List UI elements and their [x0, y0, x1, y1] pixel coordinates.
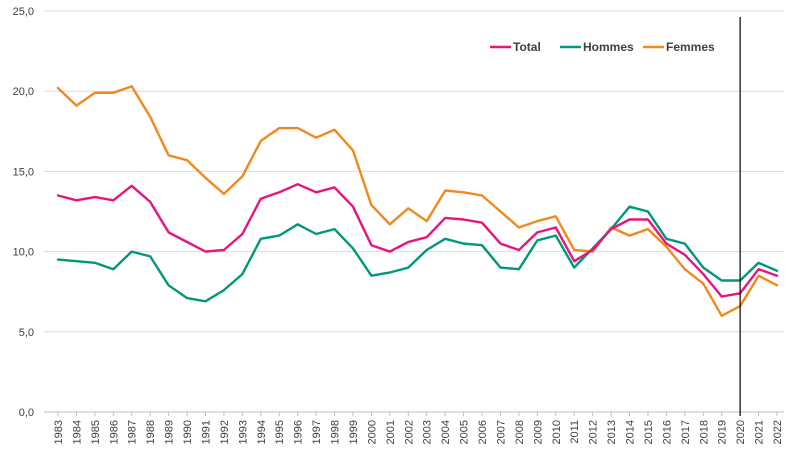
- x-tick-label: 2014: [625, 420, 637, 444]
- y-tick-label: 20,0: [13, 86, 34, 98]
- x-tick-label: 1991: [200, 420, 212, 444]
- x-tick-label: 2020: [735, 420, 747, 444]
- x-tick-label: 1984: [71, 420, 83, 444]
- legend-label-hommes: Hommes: [583, 40, 634, 54]
- x-tick-label: 2004: [440, 420, 452, 444]
- legend-label-total: Total: [513, 40, 541, 54]
- x-tick-label: 1988: [145, 420, 157, 444]
- x-axis-ticks: 1983 1984 1985 1986 1987 1988 1989 1990 1991 1992…: [53, 412, 784, 444]
- x-tick-label: 2016: [661, 420, 673, 444]
- x-tick-label: 2010: [551, 420, 563, 444]
- x-tick-label: 1989: [164, 420, 176, 444]
- x-tick-label: 2015: [643, 420, 655, 444]
- x-tick-label: 2021: [754, 420, 766, 444]
- y-tick-label: 25,0: [13, 6, 34, 18]
- series-line-femmes: [56, 85, 779, 317]
- x-tick-label: 2005: [459, 420, 471, 444]
- x-tick-label: 1998: [330, 420, 342, 444]
- y-axis-ticks: 0,0 5,0 10,0 15,0 20,0 25,0: [13, 6, 34, 419]
- y-tick-label: 5,0: [19, 327, 34, 339]
- x-tick-label: 2002: [403, 420, 415, 444]
- series-line-total: [56, 182, 779, 298]
- x-tick-label: 1995: [274, 420, 286, 444]
- x-tick-label: 1986: [108, 420, 120, 444]
- gridlines: [44, 10, 784, 413]
- legend-label-femmes: Femmes: [666, 40, 715, 54]
- x-tick-label: 2011: [569, 420, 581, 444]
- x-tick-label: 2008: [514, 420, 526, 444]
- x-tick-label: 2019: [717, 420, 729, 444]
- legend: Total Hommes Femmes: [490, 40, 715, 54]
- x-tick-label: 1985: [90, 420, 102, 444]
- x-tick-label: 2012: [588, 420, 600, 444]
- x-tick-label: 2009: [532, 420, 544, 444]
- x-tick-label: 1992: [219, 420, 231, 444]
- x-tick-label: 1987: [127, 420, 139, 444]
- y-tick-label: 15,0: [13, 166, 34, 178]
- series-lines: [56, 85, 779, 317]
- x-tick-label: 2006: [477, 420, 489, 444]
- series-line-hommes: [56, 205, 779, 303]
- x-tick-label: 1997: [311, 420, 323, 444]
- y-tick-label: 0,0: [19, 407, 34, 419]
- x-tick-label: 1999: [348, 420, 360, 444]
- x-tick-label: 2018: [698, 420, 710, 444]
- x-tick-label: 1990: [182, 420, 194, 444]
- y-tick-label: 10,0: [13, 247, 34, 259]
- x-tick-label: 2001: [385, 420, 397, 444]
- x-tick-label: 1994: [256, 420, 268, 444]
- x-tick-label: 1993: [237, 420, 249, 444]
- x-tick-label: 2000: [366, 420, 378, 444]
- x-tick-label: 2003: [422, 420, 434, 444]
- x-tick-label: 2007: [495, 420, 507, 444]
- x-tick-label: 1996: [293, 420, 305, 444]
- x-tick-label: 2022: [772, 420, 784, 444]
- x-tick-label: 2013: [606, 420, 618, 444]
- x-tick-label: 1983: [53, 420, 65, 444]
- x-tick-label: 2017: [680, 420, 692, 444]
